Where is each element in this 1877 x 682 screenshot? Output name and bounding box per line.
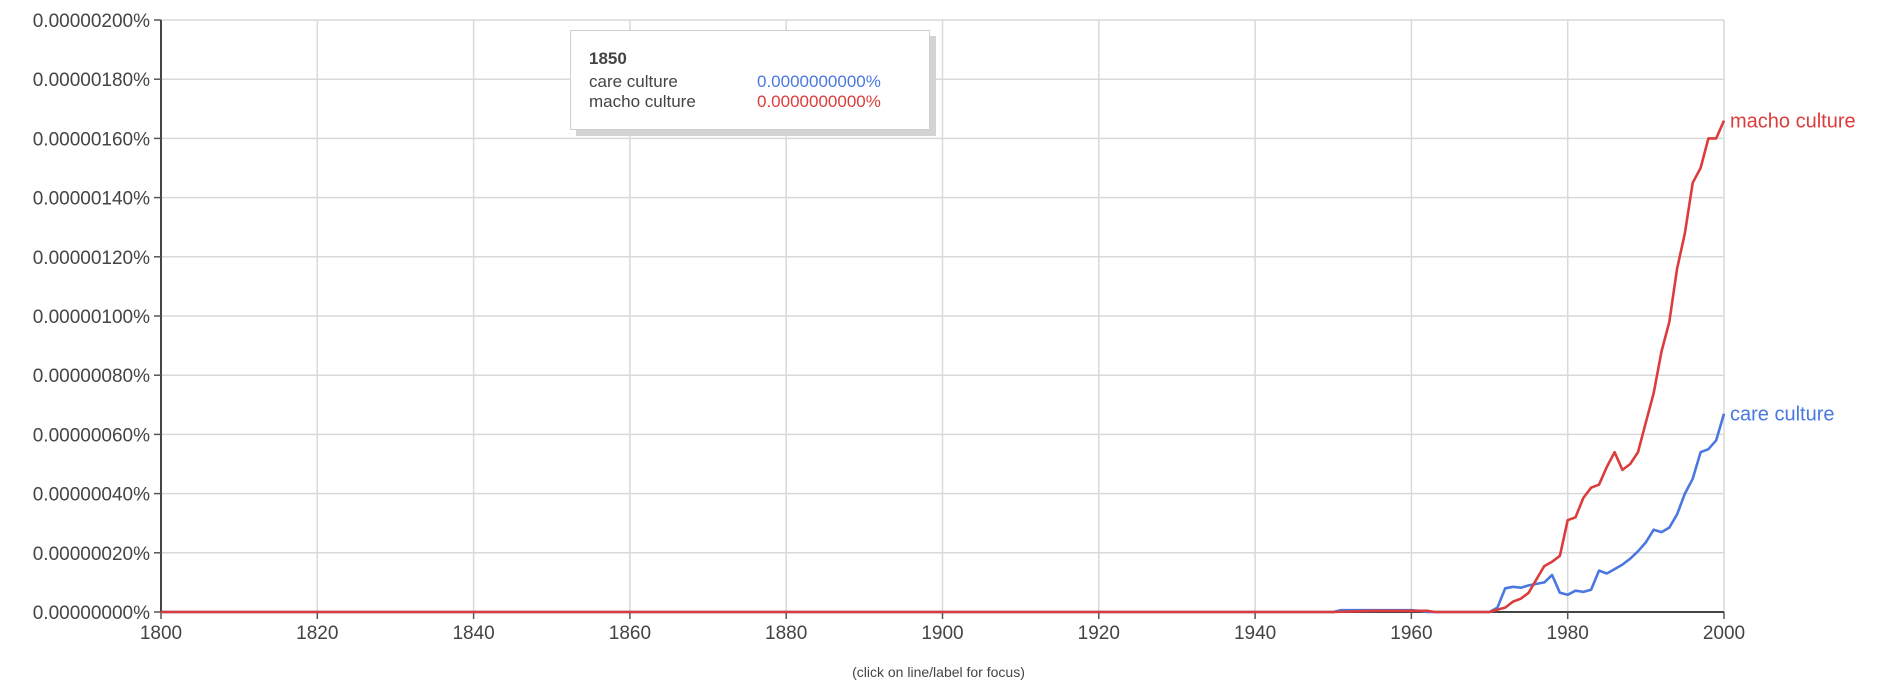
y-tick-label: 0.00000060%	[33, 425, 150, 446]
tooltip-row-care-culture: care culture 0.0000000000%	[589, 72, 919, 92]
y-tick-label: 0.00000160%	[33, 129, 150, 150]
y-tick-label: 0.00000020%	[33, 544, 150, 565]
y-tick-label: 0.00000100%	[33, 307, 150, 328]
x-tick-label: 1900	[921, 623, 963, 644]
tooltip-year: 1850	[589, 49, 627, 68]
x-tick-label: 1960	[1390, 623, 1432, 644]
y-tick-label: 0.00000200%	[33, 11, 150, 32]
series-end-labels[interactable]: care culture macho culture	[1730, 111, 1856, 426]
tooltip-series-value: 0.0000000000%	[757, 92, 881, 111]
series-lines[interactable]	[161, 120, 1726, 614]
grid-lines	[160, 19, 1725, 613]
tooltip-series-name: care culture	[589, 72, 678, 91]
x-tick-label: 1820	[296, 623, 338, 644]
series-label-macho-culture[interactable]: macho culture	[1730, 111, 1856, 133]
y-tick-label: 0.00000080%	[33, 366, 150, 387]
x-tick-label: 1860	[609, 623, 651, 644]
tooltip-series-name: macho culture	[589, 92, 696, 111]
y-tick-label: 0.00000180%	[33, 70, 150, 91]
x-axis-ticks: 1800 1820 1840 1860 1880 1900 1920 1940 1960 1980…	[140, 612, 1745, 644]
series-line-macho-culture[interactable]	[161, 120, 1726, 614]
tooltip-series-value: 0.0000000000%	[757, 72, 881, 91]
x-tick-label: 2000	[1703, 623, 1745, 644]
x-tick-label: 1880	[765, 623, 807, 644]
x-tick-label: 1940	[1234, 623, 1276, 644]
y-tick-label: 0.00000120%	[33, 248, 150, 269]
hover-tooltip: 1850 care culture 0.0000000000% macho cu…	[570, 30, 936, 136]
series-label-care-culture[interactable]: care culture	[1730, 404, 1835, 426]
x-tick-label: 1800	[140, 623, 182, 644]
tooltip-box: 1850 care culture 0.0000000000% macho cu…	[570, 30, 930, 130]
x-tick-label: 1920	[1078, 623, 1120, 644]
x-tick-label: 1840	[452, 623, 494, 644]
y-tick-label: 0.00000040%	[33, 485, 150, 506]
y-tick-label: 0.00000000%	[33, 603, 150, 624]
y-axis-ticks: 0.00000000% 0.00000020% 0.00000040% 0.00000…	[33, 11, 161, 624]
tooltip-row-macho-culture: macho culture 0.0000000000%	[589, 92, 919, 112]
y-tick-label: 0.00000140%	[33, 189, 150, 210]
x-tick-label: 1980	[1547, 623, 1589, 644]
focus-hint: (click on line/label for focus)	[852, 664, 1025, 680]
